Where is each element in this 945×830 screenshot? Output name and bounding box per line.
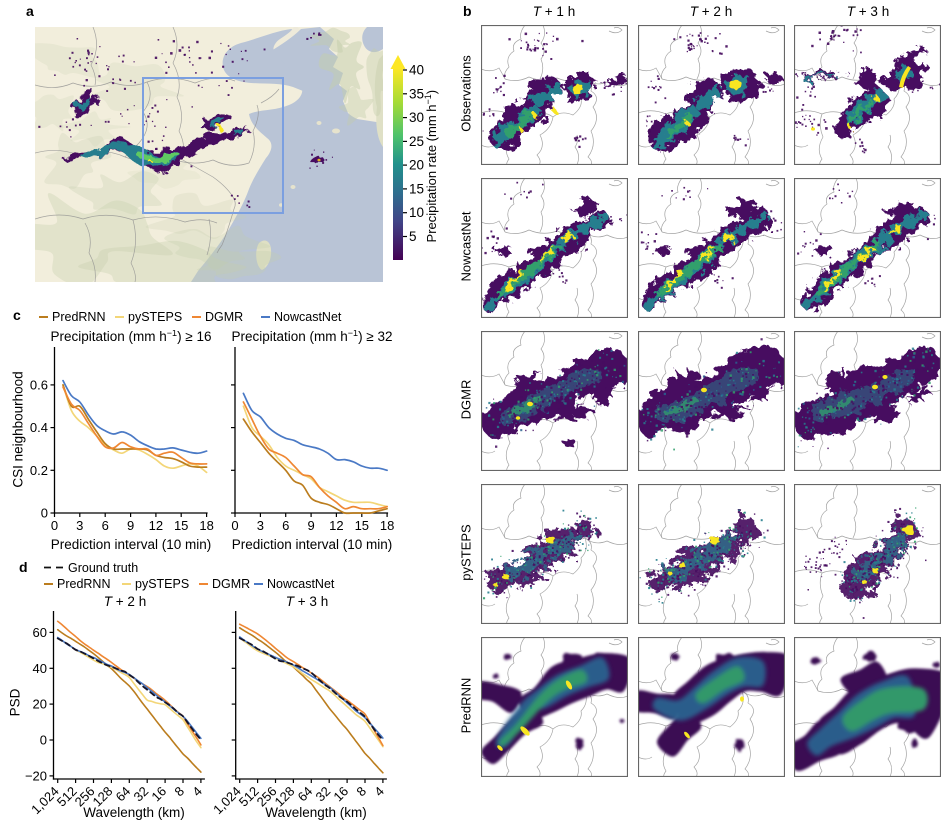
svg-text:Prediction interval (10 min): Prediction interval (10 min) [232,537,393,552]
svg-text:8: 8 [171,784,187,800]
svg-text:3: 3 [257,518,264,533]
svg-text:Precipitation (mm h−1) ≥ 16: Precipitation (mm h−1) ≥ 16 [51,330,212,344]
svg-text:0: 0 [41,506,48,521]
svg-text:8: 8 [353,784,369,800]
svg-text:0: 0 [40,733,47,748]
svg-text:40: 40 [33,661,47,676]
svg-text:4: 4 [189,784,205,800]
svg-text:0: 0 [51,518,58,533]
svg-text:Wavelength (km): Wavelength (km) [265,805,367,820]
svg-text:Wavelength (km): Wavelength (km) [83,805,185,820]
svg-text:Prediction interval (10 min): Prediction interval (10 min) [51,537,212,552]
svg-text:16: 16 [330,784,351,805]
svg-text:0.4: 0.4 [30,420,48,435]
svg-text:16: 16 [148,784,169,805]
svg-text:12: 12 [149,518,163,533]
svg-text:15: 15 [174,518,188,533]
svg-text:30: 30 [409,110,424,125]
svg-text:3: 3 [76,518,83,533]
svg-text:20: 20 [33,697,47,712]
svg-text:18: 18 [380,518,394,533]
svg-text:25: 25 [409,134,424,149]
svg-text:5: 5 [409,229,417,244]
svg-text:10: 10 [409,205,424,220]
svg-text:9: 9 [307,518,314,533]
svg-text:Precipitation (mm h−1) ≥ 32: Precipitation (mm h−1) ≥ 32 [232,330,393,344]
svg-text:9: 9 [127,518,134,533]
svg-text:0.2: 0.2 [30,463,48,478]
svg-text:−20: −20 [25,768,47,783]
svg-text:0: 0 [231,518,238,533]
svg-text:15: 15 [355,518,369,533]
svg-text:35: 35 [409,86,424,101]
svg-text:0.6: 0.6 [30,377,48,392]
svg-text:12: 12 [329,518,343,533]
svg-text:15: 15 [409,181,424,196]
svg-text:60: 60 [33,625,47,640]
svg-text:6: 6 [282,518,289,533]
svg-text:20: 20 [409,158,424,173]
svg-text:6: 6 [102,518,109,533]
svg-text:T + 3 h: T + 3 h [286,596,328,609]
svg-text:40: 40 [409,63,424,78]
svg-text:18: 18 [199,518,213,533]
svg-text:T + 2 h: T + 2 h [104,596,146,609]
svg-text:4: 4 [371,784,387,800]
